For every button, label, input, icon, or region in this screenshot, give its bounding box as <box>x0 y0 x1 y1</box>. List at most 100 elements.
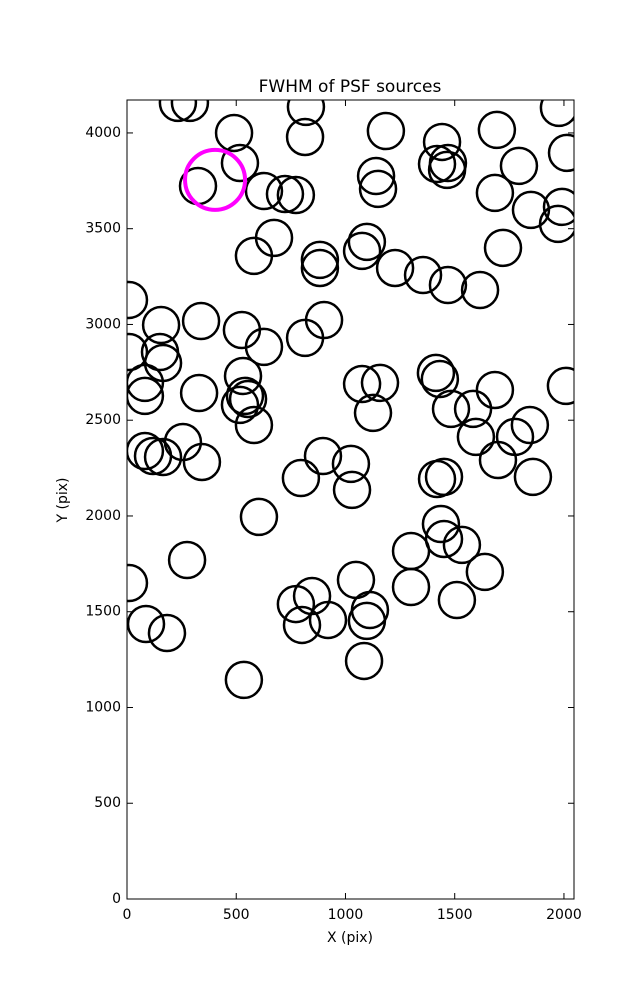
source-circle <box>181 301 221 341</box>
source-circle <box>356 156 396 196</box>
source-circle <box>421 504 461 544</box>
source-circle <box>546 366 574 406</box>
source-circle <box>483 228 523 268</box>
source-circle <box>286 100 326 127</box>
source-circle <box>300 248 340 288</box>
source-circle <box>127 280 149 320</box>
source-circle <box>158 100 198 123</box>
source-circle <box>265 174 305 214</box>
source-circle <box>127 563 149 603</box>
y-tick-label: 3000 <box>85 316 121 332</box>
source-circle <box>182 442 222 482</box>
x-tick-label: 1000 <box>328 907 364 923</box>
source-circle <box>143 437 183 477</box>
y-tick-label: 3500 <box>85 221 121 237</box>
source-circle <box>308 600 348 640</box>
source-circle <box>285 318 325 358</box>
source-circle <box>347 601 387 641</box>
source-circle <box>353 393 393 433</box>
source-circle <box>360 363 400 403</box>
x-axis-label: X (pix) <box>327 930 373 946</box>
source-circle <box>183 147 248 212</box>
source-circle <box>542 187 574 227</box>
source-circle <box>331 444 371 484</box>
source-circle <box>234 236 274 276</box>
plot-area <box>127 100 574 700</box>
source-circle <box>225 376 265 416</box>
source-circle <box>244 171 284 211</box>
source-circle <box>170 100 210 123</box>
y-axis-label: Y (pix) <box>55 478 71 524</box>
source-circle <box>281 458 321 498</box>
source-circle <box>513 457 553 497</box>
source-circle <box>477 110 517 150</box>
source-circle <box>416 353 456 393</box>
source-circle <box>424 457 464 497</box>
source-circle <box>234 405 274 445</box>
source-circle <box>127 376 165 416</box>
x-tick-label: 2000 <box>546 907 582 923</box>
source-circle <box>511 190 551 230</box>
source-circle <box>223 356 263 396</box>
source-circle <box>442 525 482 565</box>
y-tick-label: 2000 <box>85 508 121 524</box>
x-tick-label: 1500 <box>437 907 473 923</box>
y-tick-label: 0 <box>112 891 121 907</box>
source-circle <box>332 470 372 510</box>
chart-title: FWHM of PSF sources <box>259 77 442 97</box>
source-circle <box>127 363 165 403</box>
source-circle <box>366 111 406 151</box>
source-circle <box>403 255 443 295</box>
source-circle <box>437 580 477 620</box>
source-circle <box>427 150 467 190</box>
source-circle <box>224 660 264 700</box>
source-circle <box>460 270 500 310</box>
source-circle <box>244 327 284 367</box>
source-circle <box>375 248 415 288</box>
source-circle <box>285 117 325 157</box>
source-circle <box>475 173 515 213</box>
source-circle <box>127 604 166 644</box>
source-circle <box>300 240 340 280</box>
source-circle <box>475 370 515 410</box>
source-circle <box>499 146 539 186</box>
source-circle <box>220 385 260 425</box>
source-circle <box>465 552 505 592</box>
x-tick-label: 0 <box>123 907 132 923</box>
source-circle <box>428 265 468 305</box>
axes-frame <box>126 99 575 900</box>
source-circle <box>539 100 574 128</box>
source-circle <box>276 175 316 215</box>
source-circle <box>478 440 518 480</box>
y-tick-label: 2500 <box>85 412 121 428</box>
source-circle <box>422 122 462 162</box>
source-circle <box>282 605 322 645</box>
source-circle <box>547 133 574 173</box>
y-tick-label: 1500 <box>85 604 121 620</box>
source-circle <box>510 405 550 445</box>
source-circle <box>127 332 149 372</box>
source-circle <box>347 222 387 262</box>
source-circle <box>220 143 260 183</box>
source-circle <box>179 373 219 413</box>
source-circle <box>127 431 165 471</box>
source-circle <box>358 169 398 209</box>
x-tick-label: 500 <box>223 907 250 923</box>
source-circle <box>239 497 279 537</box>
y-tick-label: 4000 <box>85 125 121 141</box>
source-circle <box>228 379 268 419</box>
y-tick-label: 500 <box>94 795 121 811</box>
source-circle <box>417 144 457 184</box>
source-circle <box>276 584 316 624</box>
source-circle <box>538 204 574 244</box>
source-circle <box>344 641 384 681</box>
source-circle <box>167 540 207 580</box>
source-circle <box>147 613 187 653</box>
source-circle <box>342 231 382 271</box>
source-circle <box>420 359 460 399</box>
y-tick-label: 1000 <box>85 699 121 715</box>
source-circle <box>456 417 496 457</box>
source-circle <box>303 436 343 476</box>
